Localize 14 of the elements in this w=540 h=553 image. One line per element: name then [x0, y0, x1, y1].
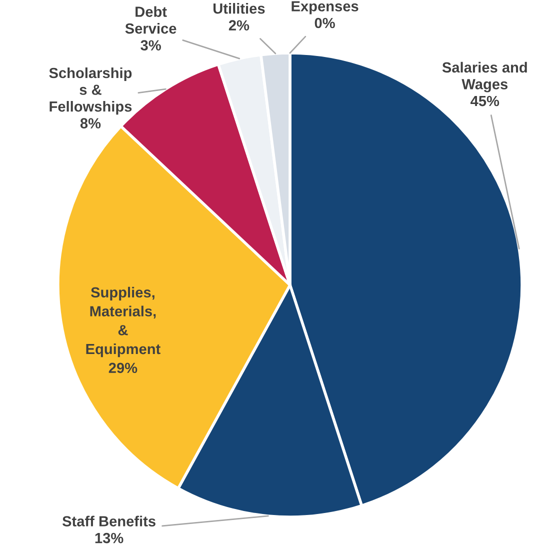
text: 0% [314, 18, 335, 28]
slice-label: Utilities [214, 3, 265, 14]
data-label: 13% [95, 532, 124, 544]
data-label: 2% [228, 20, 250, 30]
slice-label: Scholarship s & Fellowships [49, 67, 132, 115]
data-label: 45% [470, 96, 500, 106]
data-label: 29% [108, 362, 138, 374]
data-label: 8% [80, 118, 101, 128]
category-label: Expenses [292, 1, 358, 14]
data-label: 3% [140, 40, 161, 50]
slice-label: Salaries and Wages [442, 62, 527, 92]
slice-label: Debt Service [125, 6, 176, 34]
slice-label: Staff Benefits [62, 516, 156, 526]
slice-label: Supplies, Materials, & Equipment [86, 286, 160, 358]
